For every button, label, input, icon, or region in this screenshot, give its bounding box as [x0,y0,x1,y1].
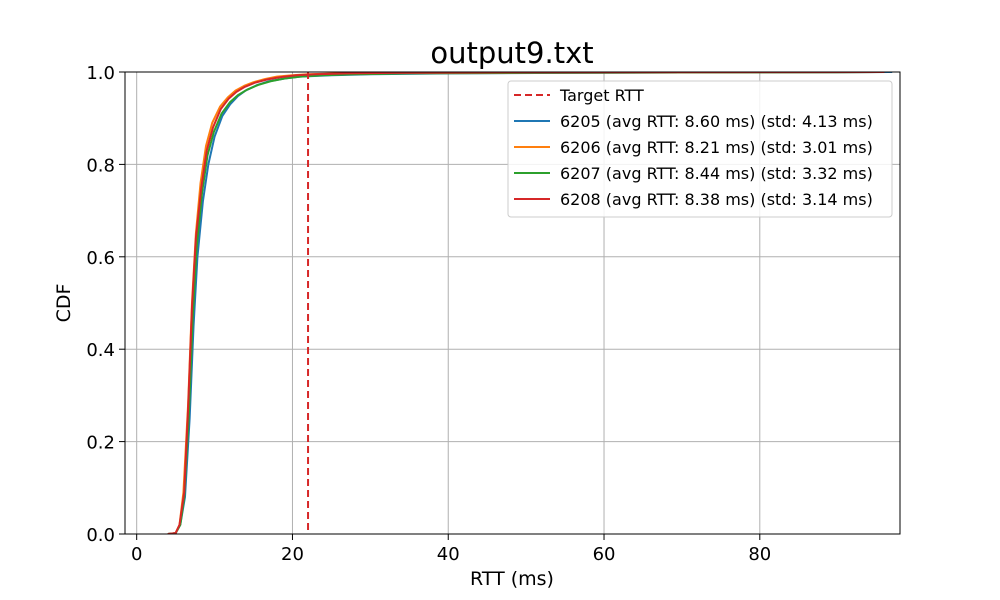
x-tick-label: 0 [131,544,142,565]
y-tick-label: 0.2 [86,433,115,454]
legend-label: 6206 (avg RTT: 8.21 ms) (std: 3.01 ms) [560,138,873,157]
chart-title: output9.txt [430,36,593,70]
legend-box [507,80,893,218]
series-line-4 [167,72,885,534]
y-tick-label: 0.0 [86,525,115,546]
legend-label: 6207 (avg RTT: 8.44 ms) (std: 3.32 ms) [560,164,873,183]
y-tick-label: 0.4 [86,340,115,361]
y-tick-label: 0.6 [86,248,115,269]
x-tick-label: 20 [281,544,304,565]
y-tick-label: 1.0 [86,63,115,84]
x-tick-label: 80 [748,544,771,565]
y-tick-label: 0.8 [86,155,115,176]
legend-label: 6208 (avg RTT: 8.38 ms) (std: 3.14 ms) [560,190,873,209]
series-lines [167,72,893,534]
x-tick-label: 60 [593,544,616,565]
x-axis-ticks: 0 20 40 60 80 [131,534,771,565]
plot-frame [124,71,901,535]
legend-label: 6205 (avg RTT: 8.60 ms) (std: 4.13 ms) [560,112,873,131]
y-axis-ticks: 0.0 0.2 0.4 0.6 0.8 1.0 [86,63,125,546]
y-axis-label: CDF [53,284,75,323]
x-axis-label: RTT (ms) [470,568,554,590]
legend-label: Target RTT [559,86,644,105]
x-tick-label: 40 [437,544,460,565]
legend: Target RTT 6205 (avg RTT: 8.60 ms) (std: … [507,80,893,218]
